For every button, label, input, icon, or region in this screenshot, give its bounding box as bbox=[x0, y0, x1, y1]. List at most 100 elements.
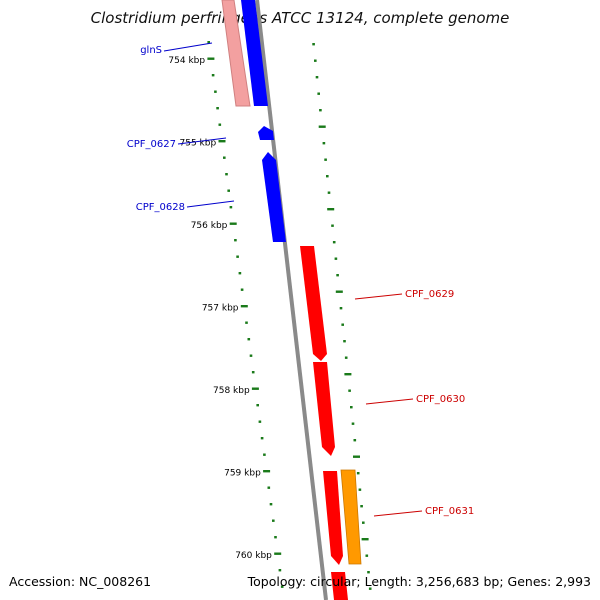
minor-tick bbox=[324, 158, 327, 161]
minor-tick bbox=[348, 389, 351, 392]
gene-label-CPF_0631[interactable]: CPF_0631 bbox=[425, 506, 474, 517]
major-tick bbox=[251, 387, 259, 390]
tick-label: 757 kbp bbox=[202, 304, 239, 314]
gene-label-CPF_0629[interactable]: CPF_0629 bbox=[405, 289, 454, 300]
minor-tick bbox=[367, 571, 370, 574]
gene-label-CPF_0628[interactable]: CPF_0628 bbox=[136, 202, 185, 213]
minor-tick bbox=[216, 107, 219, 110]
minor-tick bbox=[258, 420, 262, 423]
minor-tick bbox=[315, 76, 319, 79]
minor-tick bbox=[251, 371, 255, 374]
tick-label: 755 kbp bbox=[180, 139, 217, 149]
accession-text: Accession: NC_008261 bbox=[9, 574, 151, 589]
minor-tick bbox=[339, 307, 343, 310]
leader-CPF_0627 bbox=[177, 137, 227, 145]
gene-arrow-CPF_0628 bbox=[262, 152, 286, 242]
minor-tick bbox=[351, 422, 355, 425]
minor-tick bbox=[229, 206, 233, 209]
minor-tick bbox=[260, 437, 264, 440]
gene-labels: glnS CPF_0627 CPF_0628 CPF_0629 CPF_0630… bbox=[127, 42, 474, 517]
minor-tick bbox=[274, 536, 277, 539]
tick-label: 758 kbp bbox=[213, 386, 250, 396]
major-tick bbox=[274, 552, 282, 555]
minor-tick bbox=[223, 156, 226, 159]
minor-tick bbox=[353, 439, 357, 442]
minor-tick bbox=[214, 90, 217, 93]
topology-text: Topology: circular; Length: 3,256,683 bp… bbox=[247, 574, 591, 589]
major-tick bbox=[218, 140, 226, 143]
major-tick bbox=[229, 222, 237, 225]
minor-tick bbox=[319, 109, 322, 112]
gene-label-CPF_0627[interactable]: CPF_0627 bbox=[127, 139, 176, 150]
minor-tick bbox=[360, 505, 363, 508]
major-tick bbox=[207, 57, 215, 60]
gene-features bbox=[221, 0, 362, 600]
minor-tick bbox=[211, 74, 215, 77]
gene-arrow-partial bbox=[331, 572, 348, 600]
minor-tick bbox=[350, 406, 353, 409]
major-tick bbox=[263, 470, 271, 473]
major-tick bbox=[353, 455, 360, 458]
minor-tick bbox=[272, 519, 275, 522]
minor-tick bbox=[218, 123, 222, 126]
minor-tick bbox=[263, 453, 266, 456]
minor-tick bbox=[332, 241, 336, 244]
minor-tick bbox=[356, 472, 360, 475]
minor-tick bbox=[317, 92, 320, 95]
minor-tick bbox=[322, 142, 326, 145]
major-tick bbox=[335, 290, 343, 293]
tick-label: 759 kbp bbox=[224, 469, 261, 479]
gene-arrow-CPF_0627 bbox=[258, 126, 274, 140]
minor-tick bbox=[234, 239, 237, 242]
leader-glnS bbox=[163, 42, 213, 52]
gene-arrow-CPF_0631-b bbox=[340, 469, 362, 565]
minor-tick bbox=[343, 340, 346, 343]
major-tick bbox=[361, 538, 369, 541]
minor-tick bbox=[207, 41, 210, 44]
minor-tick bbox=[331, 224, 334, 227]
minor-tick bbox=[344, 356, 348, 359]
gene-arrow-CPF_0629 bbox=[300, 246, 327, 361]
minor-tick bbox=[365, 554, 369, 557]
minor-tick bbox=[314, 59, 317, 62]
tick-label: 754 kbp bbox=[168, 56, 205, 66]
gene-arrow-faded bbox=[221, 0, 251, 107]
minor-tick bbox=[245, 321, 248, 324]
leader-CPF_0629 bbox=[354, 293, 403, 300]
minor-tick bbox=[238, 272, 242, 275]
major-tick bbox=[318, 125, 326, 128]
leader-CPF_0630 bbox=[365, 398, 414, 405]
genome-backbone bbox=[255, 0, 328, 600]
minor-tick bbox=[326, 175, 329, 178]
tick-label: 756 kbp bbox=[191, 221, 228, 231]
minor-tick bbox=[336, 274, 339, 277]
minor-tick bbox=[247, 338, 251, 341]
minor-tick bbox=[362, 521, 365, 524]
minor-tick bbox=[312, 43, 315, 46]
minor-tick bbox=[225, 173, 228, 176]
map-title: Clostridium perfringens ATCC 13124, comp… bbox=[91, 9, 510, 27]
minor-tick bbox=[227, 189, 230, 192]
minor-tick bbox=[327, 191, 331, 194]
minor-tick bbox=[334, 257, 338, 260]
minor-tick bbox=[269, 503, 273, 506]
minor-tick bbox=[368, 587, 372, 590]
gene-arrow-glnS bbox=[241, 0, 268, 106]
gene-arrow-CPF_0630 bbox=[313, 362, 335, 456]
gene-arrow-CPF_0631-a bbox=[323, 471, 343, 565]
major-tick bbox=[240, 305, 248, 308]
minor-tick bbox=[278, 569, 282, 572]
major-tick bbox=[344, 373, 352, 376]
ruler-ticks: 754 kbp 755 kbp 756 kbp 757 kbp 758 kbp 759 k… bbox=[168, 41, 372, 590]
minor-tick bbox=[256, 404, 259, 407]
minor-tick bbox=[280, 585, 284, 588]
gene-label-CPF_0630[interactable]: CPF_0630 bbox=[416, 394, 465, 405]
tick-label: 760 kbp bbox=[235, 551, 272, 561]
minor-tick bbox=[249, 354, 253, 357]
minor-tick bbox=[236, 255, 239, 258]
minor-tick bbox=[358, 488, 362, 491]
leader-CPF_0631 bbox=[373, 510, 423, 517]
minor-tick bbox=[240, 288, 244, 291]
gene-label-glnS[interactable]: glnS bbox=[140, 45, 162, 56]
